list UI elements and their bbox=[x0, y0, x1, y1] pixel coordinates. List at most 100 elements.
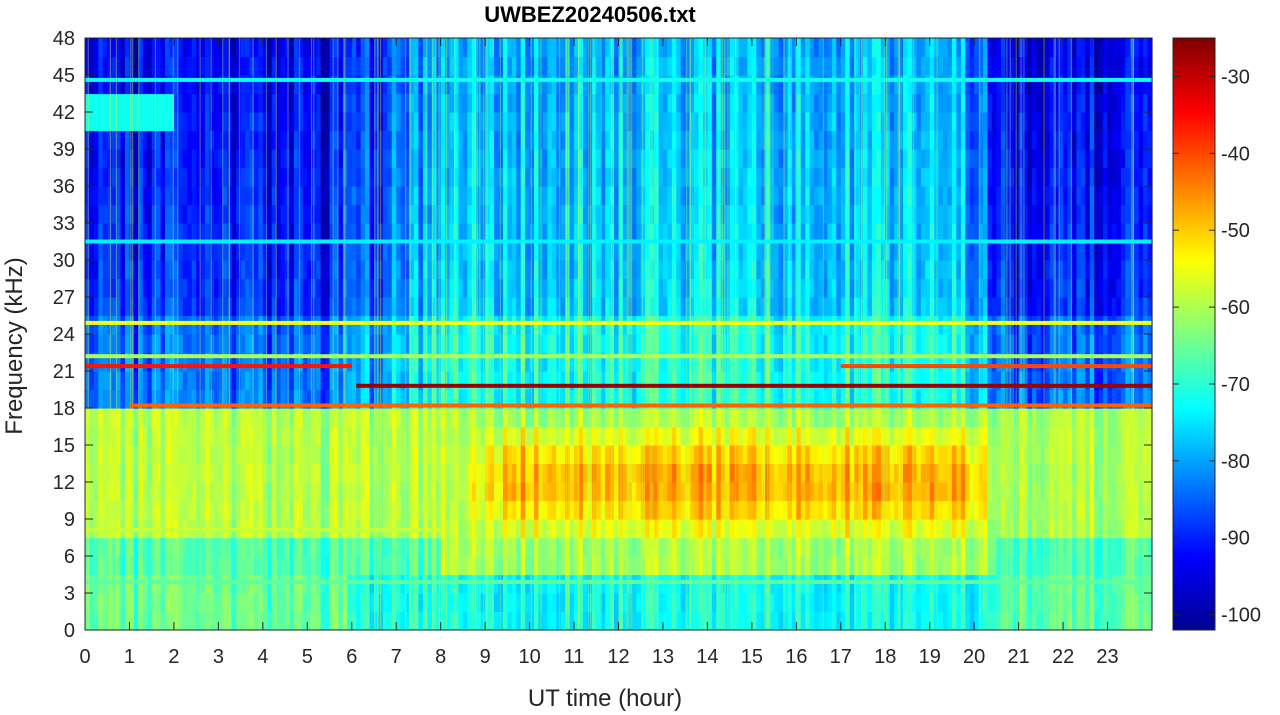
spectrogram-cell bbox=[276, 445, 282, 465]
spectrogram-cell bbox=[671, 593, 677, 613]
spectrogram-cell bbox=[582, 186, 588, 206]
spectrogram-cell bbox=[378, 130, 384, 150]
spectrogram-cell bbox=[654, 260, 660, 280]
spectrogram-cell bbox=[445, 56, 451, 76]
spectrogram-cell bbox=[756, 389, 762, 409]
spectrogram-cell bbox=[765, 38, 771, 58]
spectrogram-cell bbox=[534, 611, 540, 631]
spectrogram-cell bbox=[142, 334, 148, 354]
spectrogram-cell bbox=[449, 167, 455, 187]
spectrogram-cell bbox=[511, 334, 517, 354]
spectrogram-cell bbox=[747, 537, 753, 557]
spectrogram-cell bbox=[658, 574, 664, 594]
spectrogram-cell bbox=[645, 352, 651, 372]
spectrogram-cell bbox=[178, 574, 184, 594]
spectrogram-cell bbox=[400, 500, 406, 520]
spectrogram-cell bbox=[702, 389, 709, 409]
spectrogram-cell bbox=[373, 38, 380, 58]
spectrogram-cell bbox=[649, 315, 655, 335]
spectrogram-cell bbox=[182, 186, 188, 206]
spectrogram-cell bbox=[689, 574, 695, 594]
spectrogram-cell bbox=[307, 611, 313, 631]
spectrogram-cell bbox=[440, 204, 446, 224]
spectrogram-cell bbox=[178, 611, 184, 631]
spectrogram-cell bbox=[360, 130, 366, 150]
spectrogram-cell bbox=[582, 408, 588, 428]
spectrogram-cell bbox=[774, 297, 780, 317]
spectrogram-cell bbox=[738, 186, 744, 206]
spectrogram-cell bbox=[738, 223, 744, 243]
spectrogram-cell bbox=[467, 389, 473, 409]
spectrogram-cell bbox=[596, 260, 602, 280]
spectrogram-cell bbox=[218, 167, 224, 187]
spectrogram-cell bbox=[253, 149, 259, 169]
spectrogram-cell bbox=[285, 426, 291, 446]
spectrogram-cell bbox=[178, 537, 184, 557]
spectrogram-cell bbox=[454, 149, 460, 169]
spectrogram-cell bbox=[640, 186, 646, 206]
spectrogram-cell bbox=[525, 278, 531, 298]
spectrogram-cell bbox=[658, 352, 664, 372]
spectrogram-cell bbox=[547, 408, 553, 428]
spectrogram-cell bbox=[627, 204, 633, 224]
spectrogram-cell bbox=[596, 519, 602, 539]
spectrogram-cell bbox=[231, 556, 237, 576]
spectrogram-cell bbox=[378, 593, 384, 613]
spectrogram-cell bbox=[271, 556, 277, 576]
spectrogram-cell bbox=[316, 500, 322, 520]
spectrogram-cell bbox=[680, 241, 686, 261]
spectrogram-cell bbox=[560, 112, 566, 132]
spectrogram-cell bbox=[471, 315, 477, 335]
spectrogram-cell bbox=[565, 167, 571, 187]
spectrogram-cell bbox=[667, 223, 673, 243]
spectrogram-cell bbox=[751, 241, 757, 261]
spectrogram-cell bbox=[702, 315, 709, 335]
spectrogram-cell bbox=[258, 537, 264, 557]
spectrogram-cell bbox=[160, 260, 166, 280]
spectrogram-cell bbox=[658, 315, 664, 335]
spectrogram-cell bbox=[338, 75, 344, 95]
spectrogram-cell bbox=[378, 56, 384, 76]
spectrogram-cell bbox=[405, 149, 411, 169]
spectrogram-cell bbox=[667, 537, 673, 557]
spectrogram-cell bbox=[534, 426, 540, 446]
spectrogram-cell bbox=[120, 352, 126, 372]
spectrogram-cell bbox=[582, 149, 588, 169]
spectrogram-cell bbox=[151, 352, 157, 372]
spectrogram-cell bbox=[622, 204, 628, 224]
spectrogram-cell bbox=[222, 445, 228, 465]
spectrogram-cell bbox=[720, 537, 726, 557]
spectrogram-cell bbox=[427, 408, 433, 428]
spectrogram-cell bbox=[582, 334, 588, 354]
spectrogram-cell bbox=[418, 130, 424, 150]
spectrogram-cell bbox=[338, 278, 344, 298]
spectrogram-cell bbox=[116, 297, 122, 317]
spectrogram-cell bbox=[445, 463, 451, 483]
spectrogram-cell bbox=[333, 112, 340, 132]
spectrogram-cell bbox=[329, 167, 335, 187]
spectrogram-cell bbox=[494, 556, 500, 576]
spectrogram-cell bbox=[253, 371, 259, 391]
spectrogram-cell bbox=[311, 204, 317, 224]
spectrogram-cell bbox=[111, 241, 117, 261]
spectrogram-cell bbox=[529, 278, 535, 298]
spectrogram-cell bbox=[316, 297, 322, 317]
spectrogram-cell bbox=[400, 352, 406, 372]
spectrogram-cell bbox=[667, 556, 673, 576]
spectrogram-cell bbox=[182, 223, 188, 243]
spectrogram-cell bbox=[120, 482, 126, 502]
spectrogram-cell bbox=[262, 556, 268, 576]
spectrogram-cell bbox=[249, 371, 255, 391]
spectrogram-cell bbox=[640, 445, 646, 465]
spectrogram-cell bbox=[520, 537, 526, 557]
spectrogram-cell bbox=[165, 408, 171, 428]
spectrogram-cell bbox=[333, 574, 340, 594]
spectrogram-cell bbox=[276, 593, 282, 613]
spectrogram-cell bbox=[222, 463, 228, 483]
spectrogram-cell bbox=[440, 241, 446, 261]
spectrogram-cell bbox=[458, 445, 464, 465]
spectrogram-cell bbox=[560, 426, 566, 446]
spectrogram-cell bbox=[760, 463, 766, 483]
spectrogram-cell bbox=[565, 519, 571, 539]
spectrogram-cell bbox=[231, 371, 237, 391]
